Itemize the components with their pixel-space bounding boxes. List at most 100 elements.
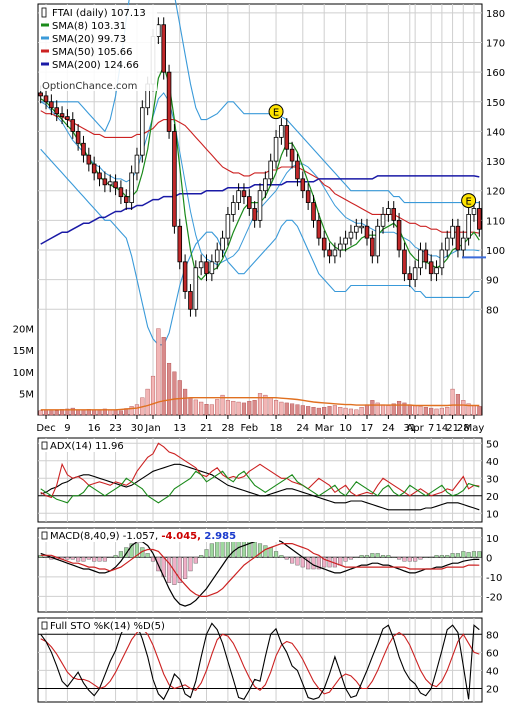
date-tick-label: 7 bbox=[428, 423, 434, 434]
candle-body bbox=[198, 261, 204, 269]
volume-bar bbox=[204, 404, 209, 416]
candle-body bbox=[412, 267, 418, 281]
date-tick-label: 16 bbox=[88, 423, 101, 434]
candle-body bbox=[418, 249, 423, 269]
macd-histogram-bar bbox=[188, 557, 193, 572]
volume-bar bbox=[113, 410, 118, 416]
macd-histogram-bar bbox=[279, 555, 284, 558]
macd-histogram-bar bbox=[193, 557, 198, 564]
candle-body bbox=[348, 231, 354, 239]
candle-body bbox=[295, 160, 300, 180]
price-tick-label: 110 bbox=[486, 216, 505, 227]
macd-histogram-bar bbox=[81, 557, 86, 562]
candle-body bbox=[300, 178, 306, 192]
macd-histogram-bar bbox=[322, 557, 327, 568]
candle-body bbox=[38, 92, 43, 97]
candle-body bbox=[343, 237, 348, 245]
date-tick-label: 10 bbox=[339, 423, 352, 434]
macd-histogram-bar bbox=[273, 551, 279, 558]
candle-body bbox=[263, 178, 268, 192]
volume-bar bbox=[129, 406, 134, 416]
macd-histogram-bar bbox=[359, 555, 364, 558]
macd-histogram-bar bbox=[338, 557, 343, 566]
volume-bar bbox=[92, 409, 97, 416]
macd-histogram-bar bbox=[199, 555, 204, 558]
candle-body bbox=[220, 237, 225, 251]
candle-body bbox=[466, 214, 471, 239]
candle-body bbox=[450, 225, 455, 239]
volume-bar bbox=[241, 402, 247, 416]
candle-body bbox=[327, 249, 332, 257]
candle-body bbox=[49, 101, 54, 109]
candle-body bbox=[386, 208, 391, 215]
price-tick-label: 150 bbox=[486, 98, 505, 109]
volume-bar bbox=[102, 408, 107, 416]
date-tick-label: 21 bbox=[200, 423, 213, 434]
candle-body bbox=[161, 24, 166, 73]
candle-body bbox=[444, 237, 450, 251]
candle-body bbox=[354, 225, 359, 233]
candle-body bbox=[241, 190, 247, 198]
price-tick-label: 90 bbox=[486, 276, 499, 287]
candle-body bbox=[91, 163, 97, 174]
macd-histogram-bar bbox=[166, 557, 172, 583]
macd-tick-label: 10 bbox=[486, 534, 499, 545]
volume-tick-label: 20M bbox=[13, 325, 34, 336]
candle-body bbox=[70, 119, 76, 132]
macd-histogram-bar bbox=[295, 557, 300, 566]
volume-bar bbox=[150, 375, 156, 416]
macd-histogram-bar bbox=[86, 557, 91, 560]
macd-histogram-bar bbox=[311, 557, 316, 570]
macd-histogram-bar bbox=[306, 557, 311, 570]
date-tick-label: 18 bbox=[270, 423, 283, 434]
stochastic-d-line bbox=[40, 628, 480, 695]
volume-bar bbox=[54, 410, 59, 416]
macd-tick-label: 0 bbox=[486, 553, 492, 564]
price-tick-label: 160 bbox=[486, 68, 505, 79]
bollinger-upper-line bbox=[40, 0, 480, 204]
volume-bar bbox=[188, 397, 193, 416]
candle-body bbox=[118, 187, 124, 198]
macd-histogram-value: 2.985 bbox=[204, 531, 236, 542]
volume-bar bbox=[38, 410, 43, 416]
candle-body bbox=[247, 196, 252, 209]
date-tick-label: 17 bbox=[361, 423, 374, 434]
volume-bar bbox=[364, 404, 370, 416]
macd-histogram-bar bbox=[450, 553, 455, 558]
volume-bar bbox=[273, 400, 279, 416]
volume-bar bbox=[322, 407, 327, 416]
adx-tick-label: 30 bbox=[486, 474, 499, 485]
date-tick-label: 23 bbox=[109, 423, 122, 434]
volume-bar bbox=[76, 409, 81, 416]
volume-bar bbox=[70, 407, 75, 416]
candle-body bbox=[102, 178, 108, 186]
macd-histogram-bar bbox=[76, 557, 81, 562]
candle-body bbox=[284, 125, 290, 150]
volume-bar bbox=[386, 405, 391, 416]
legend-label: FTAI (daily) 107.13 bbox=[52, 8, 146, 19]
macd-histogram-bar bbox=[209, 543, 214, 558]
macd-histogram-bar bbox=[263, 545, 268, 558]
macd-histogram-bar bbox=[364, 555, 370, 558]
macd-histogram-bar bbox=[455, 553, 460, 558]
volume-bar bbox=[338, 407, 343, 416]
stochastic-tick-label: 80 bbox=[486, 630, 499, 641]
stochastic-tick-label: 20 bbox=[486, 684, 499, 695]
macd-signal-value: -4.045, bbox=[161, 531, 204, 542]
volume-bar bbox=[397, 400, 402, 416]
volume-bar bbox=[225, 400, 230, 416]
macd-histogram-bar bbox=[407, 557, 412, 562]
candle-body bbox=[423, 249, 429, 263]
candle-body bbox=[230, 202, 236, 215]
date-tick-label: Mar bbox=[315, 423, 335, 434]
macd-histogram-bar bbox=[391, 557, 396, 559]
volume-tick-label: 10M bbox=[13, 368, 34, 379]
macd-histogram-bar bbox=[65, 557, 70, 560]
volume-bar bbox=[445, 407, 450, 416]
macd-histogram-bar bbox=[150, 557, 156, 562]
volume-bar bbox=[156, 328, 161, 416]
candle-body bbox=[455, 225, 461, 251]
volume-bar bbox=[429, 407, 434, 416]
macd-histogram-bar bbox=[386, 555, 391, 558]
macd-histogram-bar bbox=[108, 557, 113, 559]
